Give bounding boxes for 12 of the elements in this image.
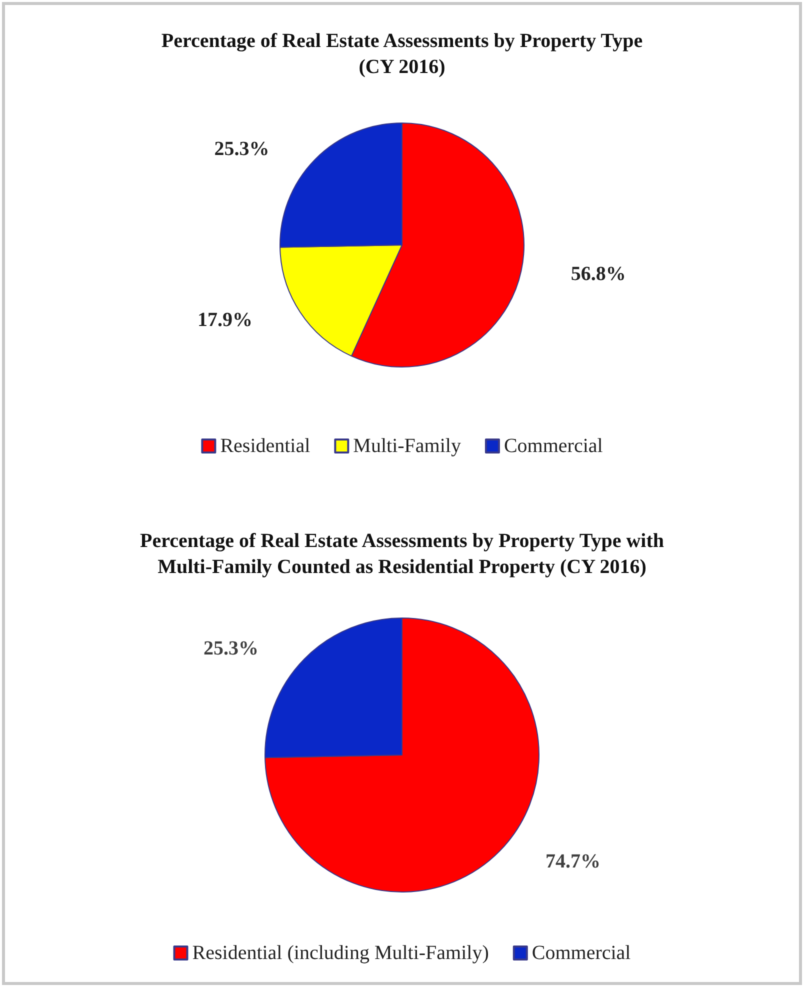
data-label: 25.3% (204, 638, 259, 660)
data-label: 17.9% (197, 309, 252, 332)
legend-label: Commercial (532, 942, 632, 964)
chart-title: Percentage of Real Estate Assessments by Property Type with Multi-Family Counted as Residential Property (CY 2016) (140, 530, 664, 578)
legend-label: Residential (220, 435, 311, 457)
data-label: 25.3% (214, 138, 270, 160)
data-label: 74.7% (545, 850, 600, 872)
chart-title: Percentage of Real Estate Assessments by Property Type (CY 2016) (161, 30, 643, 78)
legend-label: Commercial (504, 435, 604, 457)
data-label: 56.8% (570, 263, 626, 286)
legend-label: Multi-Family (353, 435, 461, 457)
legend-label: Residential (including Multi-Family) (192, 942, 489, 964)
